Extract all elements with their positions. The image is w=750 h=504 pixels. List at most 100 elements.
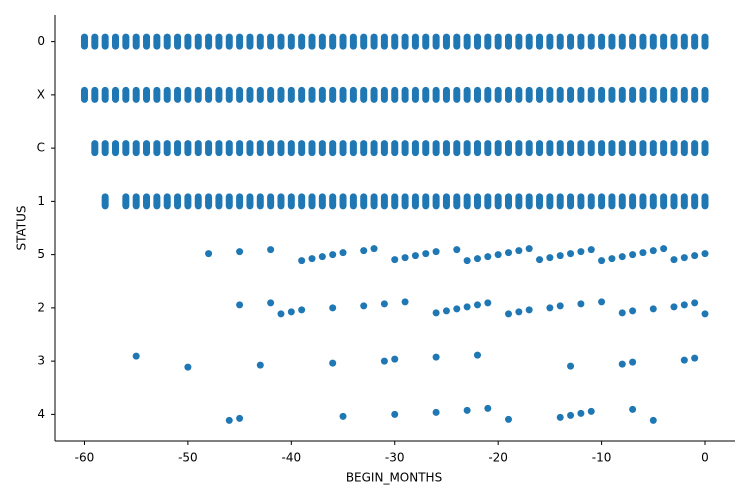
- point-cluster: [225, 33, 233, 50]
- point-cluster: [91, 86, 99, 103]
- point-cluster: [163, 140, 171, 157]
- point-cluster: [329, 86, 337, 103]
- point: [618, 360, 626, 368]
- point-cluster: [453, 33, 461, 50]
- point-cluster: [132, 193, 140, 210]
- point-cluster: [174, 140, 182, 157]
- point: [577, 300, 585, 308]
- point-cluster: [163, 86, 171, 103]
- point-cluster: [463, 86, 471, 103]
- point-cluster: [618, 193, 626, 210]
- point-cluster: [101, 33, 109, 50]
- point: [670, 256, 678, 264]
- point-cluster: [205, 193, 213, 210]
- point-cluster: [608, 33, 616, 50]
- point-cluster: [391, 193, 399, 210]
- point-cluster: [236, 140, 244, 157]
- y-tick-label: 1: [37, 194, 45, 208]
- point-cluster: [587, 86, 595, 103]
- point-cluster: [401, 33, 409, 50]
- point-cluster: [194, 193, 202, 210]
- point: [473, 255, 481, 263]
- point: [339, 249, 347, 257]
- point-cluster: [525, 86, 533, 103]
- point-cluster: [629, 33, 637, 50]
- point-cluster: [153, 33, 161, 50]
- point-cluster: [225, 86, 233, 103]
- point-cluster: [349, 193, 357, 210]
- point-cluster: [670, 33, 678, 50]
- point-cluster: [598, 140, 606, 157]
- point-cluster: [587, 140, 595, 157]
- point: [587, 407, 595, 415]
- point: [380, 300, 388, 308]
- point-cluster: [287, 193, 295, 210]
- point-cluster: [660, 193, 668, 210]
- point-cluster: [267, 140, 275, 157]
- point-cluster: [349, 140, 357, 157]
- point-cluster: [691, 33, 699, 50]
- point: [432, 408, 440, 416]
- point-cluster: [308, 193, 316, 210]
- point-cluster: [215, 140, 223, 157]
- point: [629, 405, 637, 413]
- point-cluster: [194, 86, 202, 103]
- point: [598, 257, 606, 265]
- point-cluster: [494, 86, 502, 103]
- point: [318, 253, 326, 261]
- point: [598, 298, 606, 306]
- point: [577, 409, 585, 417]
- point: [525, 245, 533, 253]
- point-cluster: [380, 86, 388, 103]
- point-cluster: [205, 33, 213, 50]
- point: [494, 251, 502, 259]
- point: [649, 416, 657, 424]
- point: [380, 357, 388, 365]
- point: [691, 252, 699, 260]
- point-cluster: [598, 193, 606, 210]
- point-cluster: [546, 193, 554, 210]
- point-cluster: [246, 33, 254, 50]
- point-cluster: [629, 86, 637, 103]
- point-cluster: [422, 140, 430, 157]
- point: [680, 301, 688, 309]
- y-tick-label: 4: [37, 407, 45, 421]
- point-cluster: [649, 33, 657, 50]
- x-axis-label: BEGIN_MONTHS: [346, 471, 442, 485]
- point: [411, 252, 419, 260]
- point-cluster: [339, 86, 347, 103]
- point-cluster: [143, 33, 151, 50]
- point-cluster: [318, 193, 326, 210]
- point: [629, 358, 637, 366]
- y-tick-label: 2: [37, 300, 45, 314]
- point: [525, 306, 533, 314]
- point-cluster: [577, 86, 585, 103]
- point-cluster: [505, 193, 513, 210]
- point-cluster: [411, 33, 419, 50]
- point-cluster: [453, 140, 461, 157]
- point-cluster: [80, 86, 88, 103]
- point-cluster: [484, 193, 492, 210]
- point-cluster: [411, 140, 419, 157]
- point: [391, 355, 399, 363]
- point-cluster: [701, 140, 709, 157]
- point: [680, 356, 688, 364]
- point-cluster: [463, 33, 471, 50]
- point-cluster: [701, 33, 709, 50]
- y-tick-label: X: [37, 87, 45, 101]
- point-cluster: [163, 33, 171, 50]
- point-cluster: [660, 140, 668, 157]
- point: [370, 245, 378, 253]
- point-cluster: [184, 193, 192, 210]
- point: [308, 255, 316, 263]
- point: [442, 307, 450, 315]
- point-cluster: [246, 86, 254, 103]
- point: [567, 411, 575, 419]
- point-cluster: [349, 86, 357, 103]
- point-cluster: [246, 140, 254, 157]
- point: [567, 250, 575, 258]
- point-cluster: [680, 140, 688, 157]
- point-cluster: [391, 86, 399, 103]
- point-cluster: [236, 33, 244, 50]
- point: [236, 248, 244, 256]
